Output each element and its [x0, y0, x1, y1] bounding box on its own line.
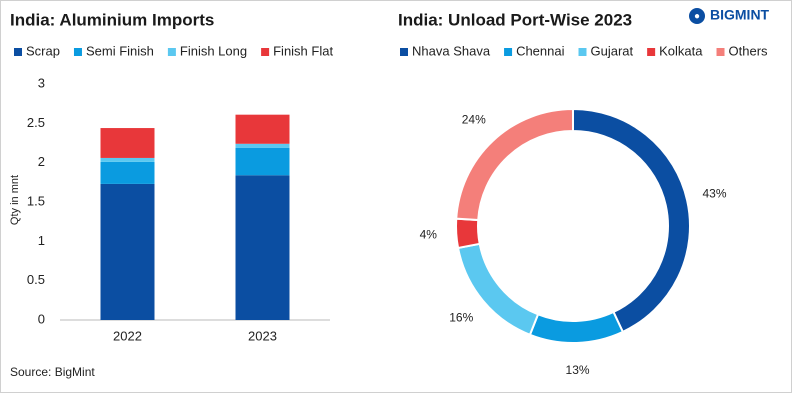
y-tick-label: 2.5 [27, 115, 45, 130]
bar-segment [100, 183, 155, 320]
chart-title: India: Unload Port-Wise 2023 [398, 10, 632, 29]
logo-icon [689, 8, 705, 24]
y-tick-label: 3 [38, 75, 45, 90]
legend-swatch [716, 48, 725, 56]
y-tick-label: 0 [38, 311, 45, 326]
donut-slice [455, 217, 481, 250]
data-label: 43% [702, 187, 726, 201]
y-tick-label: 2 [38, 154, 45, 169]
x-tick-label: 2022 [113, 328, 142, 343]
legend-label: Scrap [26, 43, 60, 58]
data-label: 24% [462, 112, 486, 126]
bar-segment [100, 128, 155, 158]
data-label: 4% [420, 227, 438, 241]
legend-label: Finish Long [180, 43, 247, 58]
data-label: 16% [449, 311, 473, 325]
legend-label: Others [729, 43, 769, 58]
bar-segment [100, 161, 155, 184]
bar-segment [235, 175, 290, 320]
legend-label: Semi Finish [86, 43, 154, 58]
logo-glyph: ● [694, 11, 700, 22]
y-tick-label: 1.5 [27, 193, 45, 208]
legend-swatch [647, 48, 656, 56]
bar-segment [235, 143, 290, 148]
bar-segment [235, 114, 290, 144]
legend-swatch [578, 48, 587, 56]
legend-swatch [504, 48, 513, 56]
y-tick-label: 0.5 [27, 272, 45, 287]
legend-label: Nhava Shava [412, 43, 491, 58]
legend-label: Chennai [516, 43, 565, 58]
legend-label: Gujarat [591, 43, 634, 58]
data-label: 13% [566, 363, 590, 377]
legend-swatch [167, 48, 176, 56]
bar-segment [100, 157, 155, 162]
logo: BIGMINT [710, 7, 770, 23]
bar-segment [235, 147, 290, 176]
legend-swatch [400, 48, 408, 56]
legend-swatch [73, 48, 82, 56]
legend-swatch [261, 48, 270, 56]
chart-title: India: Aluminium Imports [10, 10, 214, 29]
y-tick-label: 1 [38, 233, 45, 248]
legend-label: Kolkata [659, 43, 703, 58]
donut-slice [455, 107, 574, 222]
source: Source: BigMint [10, 365, 95, 379]
y-axis-label: Qty in mnt [9, 175, 21, 225]
legend-label: Finish Flat [273, 43, 333, 58]
x-tick-label: 2023 [248, 328, 277, 343]
legend-swatch [14, 48, 22, 56]
